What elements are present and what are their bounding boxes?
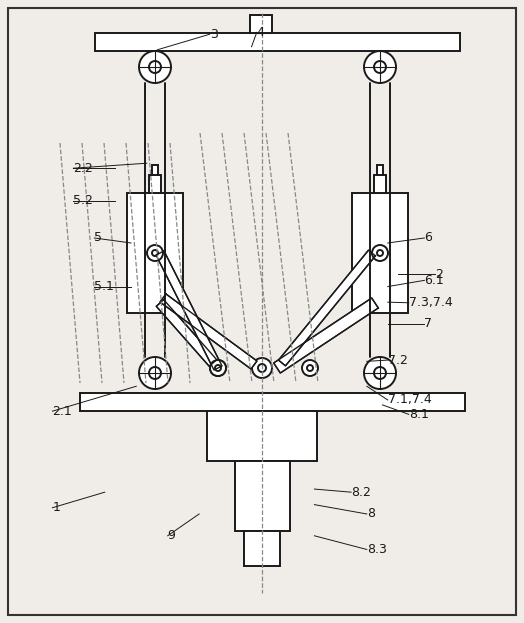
Text: 9: 9 (168, 530, 176, 542)
Text: 7: 7 (424, 318, 432, 330)
Circle shape (302, 360, 318, 376)
Text: 2.2: 2.2 (73, 162, 93, 174)
Circle shape (139, 51, 171, 83)
Text: 5.2: 5.2 (73, 194, 93, 207)
Circle shape (252, 358, 272, 378)
Text: 6.1: 6.1 (424, 274, 444, 287)
Bar (149, 175, 161, 193)
Text: 2: 2 (435, 268, 443, 280)
Text: 5.1: 5.1 (94, 280, 114, 293)
Text: 2.1: 2.1 (52, 405, 72, 417)
Bar (80, 393, 465, 411)
Text: 3: 3 (210, 28, 217, 40)
Bar (377, 165, 383, 175)
Polygon shape (279, 250, 376, 366)
Text: 7.3,7.4: 7.3,7.4 (409, 297, 452, 309)
Text: 4: 4 (257, 26, 265, 39)
Polygon shape (156, 300, 217, 366)
Bar (235, 461, 290, 531)
Circle shape (372, 245, 388, 261)
Circle shape (139, 357, 171, 389)
Text: 8.3: 8.3 (367, 543, 387, 556)
Bar (207, 411, 317, 461)
Bar (352, 193, 408, 313)
Bar (152, 165, 158, 175)
Text: 7.1,7.4: 7.1,7.4 (388, 394, 431, 406)
Text: 6: 6 (424, 232, 432, 244)
Circle shape (364, 357, 396, 389)
Bar (250, 15, 272, 33)
Circle shape (210, 360, 226, 376)
Polygon shape (274, 298, 378, 373)
Text: 8: 8 (367, 508, 375, 520)
Circle shape (364, 51, 396, 83)
Bar (374, 175, 386, 193)
Polygon shape (156, 251, 222, 370)
Bar (244, 531, 280, 566)
Text: 7.2: 7.2 (388, 354, 408, 366)
Text: 8.1: 8.1 (409, 408, 429, 421)
Text: 8.2: 8.2 (351, 486, 371, 498)
Polygon shape (160, 294, 257, 369)
Bar (127, 193, 183, 313)
Text: 1: 1 (52, 502, 60, 514)
Bar (95, 33, 460, 51)
Circle shape (147, 245, 163, 261)
Text: 5: 5 (94, 232, 102, 244)
Circle shape (210, 360, 226, 376)
